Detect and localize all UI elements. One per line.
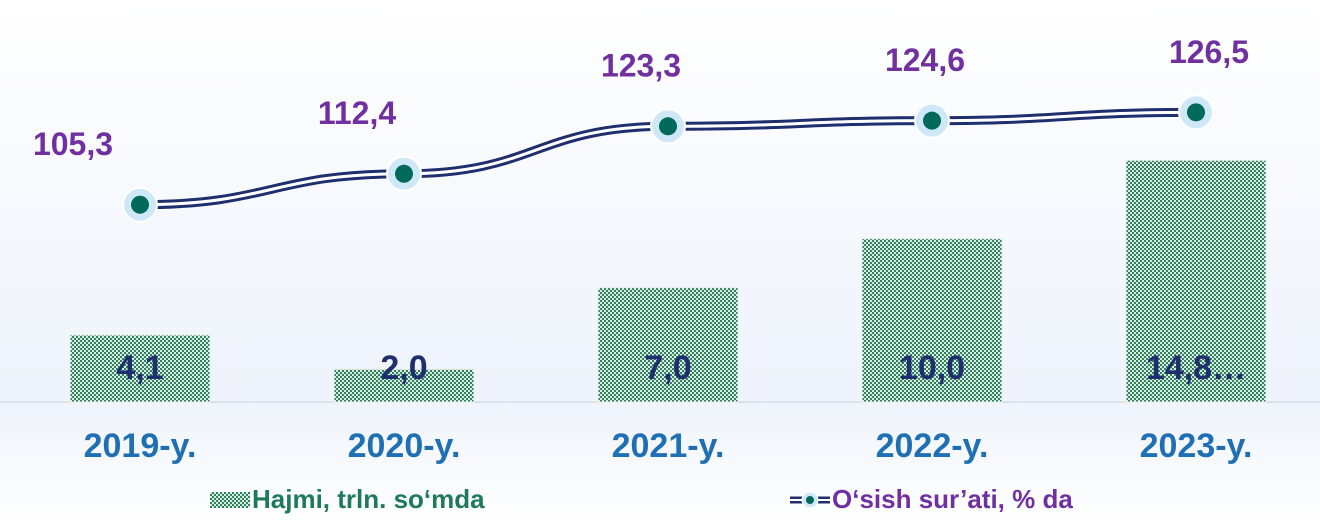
line-marker-core [131,195,149,214]
bar [69,334,211,403]
bar-value-label: 4,1 [116,349,163,387]
line-value-label: 112,4 [318,95,397,131]
line-marker-core [923,111,941,130]
bar-value-label: 10,0 [899,349,965,387]
legend-label: O‘sish sur’ati, % da [832,484,1073,514]
line-value-label: 105,3 [33,126,113,162]
legend-label: Hajmi, trln. so‘mda [252,484,485,514]
bar-value-label: 2,0 [380,349,427,387]
x-tick-label: 2021-y. [612,427,725,465]
line-marker-core [659,117,677,136]
bar-value-label: 7,0 [644,349,691,387]
legend-marker-core [806,496,814,504]
line-value-label: 124,6 [885,42,965,78]
bar [861,238,1003,403]
line-value-label: 126,5 [1169,34,1249,70]
bar [597,287,739,403]
bar [1125,159,1267,403]
line-marker-core [395,164,413,183]
bar-value-label: 14,8… [1146,349,1246,387]
bar [333,368,475,403]
line-value-label: 123,3 [601,48,681,84]
line-marker-core [1187,103,1205,122]
x-tick-label: 2023-y. [1140,427,1253,465]
x-tick-label: 2019-y. [84,427,197,465]
x-tick-label: 2022-y. [876,427,989,465]
x-tick-label: 2020-y. [348,427,461,465]
legend-swatch [210,492,250,508]
